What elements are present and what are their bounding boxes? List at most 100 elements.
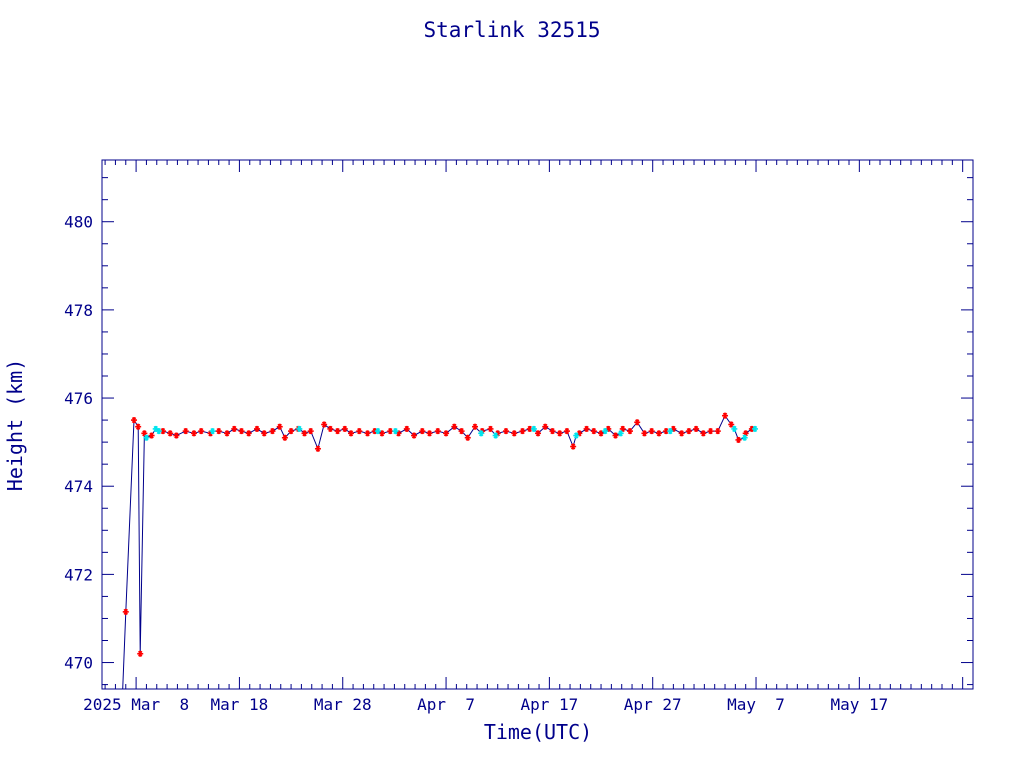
data-point [296,425,303,432]
x-tick-label: 2025 Mar 8 [83,695,189,714]
x-tick-label: May 17 [830,695,888,714]
data-point [511,430,518,437]
data-point [731,425,738,432]
data-point [173,432,180,439]
data-point [209,428,216,435]
y-axis-label: Height (km) [3,359,27,491]
data-point [573,432,580,439]
data-point [707,428,714,435]
data-point [519,428,526,435]
data-point [224,430,231,437]
data-point [143,434,150,441]
data-point [182,428,189,435]
data-point [678,430,685,437]
data-point [693,425,700,432]
data-point [374,428,381,435]
data-point [741,434,748,441]
data-point [634,419,641,426]
data-point [356,428,363,435]
data-point [155,428,162,435]
chart-title: Starlink 32515 [423,18,600,42]
data-point [288,428,295,435]
data-point [535,430,542,437]
data-point [261,430,268,437]
data-point [556,430,563,437]
x-tick-label: Apr 27 [624,695,682,714]
data-point [458,428,465,435]
data-point [685,428,692,435]
data-point [215,428,222,435]
data-point [334,428,341,435]
y-tick-label: 472 [64,565,93,584]
data-point [434,428,441,435]
data-point [641,430,648,437]
data-point [728,421,735,428]
data-point [502,428,509,435]
series-markers [122,412,758,657]
data-point [471,423,478,430]
data-point [281,434,288,441]
data-point [364,430,371,437]
data-point [443,430,450,437]
data-point [198,428,205,435]
data-point [549,428,556,435]
data-point [570,443,577,450]
data-point [327,425,334,432]
data-point [722,412,729,419]
y-tick-label: 474 [64,477,93,496]
data-point [590,428,597,435]
data-point [492,432,499,439]
data-point [617,430,624,437]
series-line [122,414,755,690]
data-point [419,428,426,435]
data-point [379,430,386,437]
data-point [135,423,142,430]
data-point [148,432,155,439]
data-point [231,425,238,432]
data-point [137,650,144,657]
data-point [735,436,742,443]
data-point [321,421,328,428]
data-point [387,428,394,435]
data-point [542,423,549,430]
data-point [648,428,655,435]
data-point [245,430,252,437]
data-point [602,428,609,435]
x-tick-label: Mar 18 [211,695,269,714]
data-point [464,434,471,441]
x-tick-label: Apr 17 [520,695,578,714]
data-point [122,608,129,615]
data-point [411,432,418,439]
data-point [751,425,758,432]
plot-frame [101,159,974,690]
y-tick-label: 476 [64,389,93,408]
y-tick-label: 470 [64,654,93,673]
data-point [314,445,321,452]
data-point [667,428,674,435]
data-point [626,428,633,435]
data-point [576,430,583,437]
x-axis-label: Time(UTC) [484,720,592,744]
data-point [253,425,260,432]
data-point [269,428,276,435]
data-point [700,430,707,437]
data-point [348,430,355,437]
y-tick-label: 478 [64,301,93,320]
y-tick-labels: 470 472 474 476 478 480 [64,213,93,673]
y-tick-label: 480 [64,213,93,232]
data-point [530,425,537,432]
data-point [655,430,662,437]
series-lines [122,414,755,690]
data-point [612,432,619,439]
data-point [426,430,433,437]
data-point [487,425,494,432]
data-point [583,425,590,432]
data-point [131,417,138,424]
data-point [403,425,410,432]
data-point [563,428,570,435]
data-point [392,428,399,435]
data-point [307,428,314,435]
data-point [238,428,245,435]
data-point [714,428,721,435]
x-tick-label: Apr 7 [417,695,475,714]
